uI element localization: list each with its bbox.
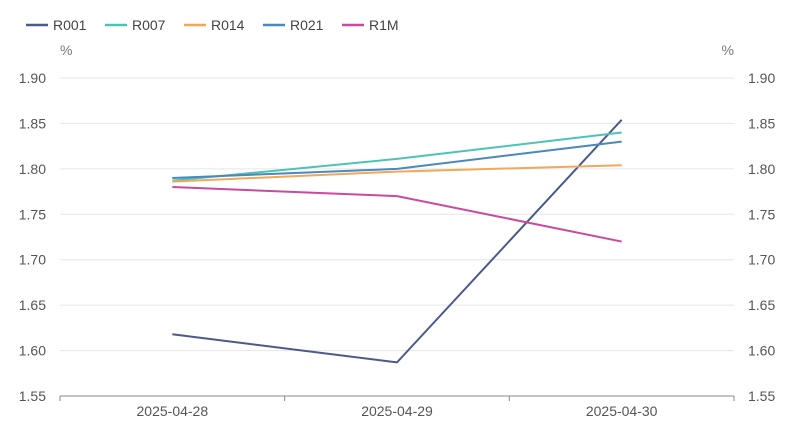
- y-tick-label-right: 1.75: [748, 206, 775, 222]
- legend-label-r014: R014: [211, 17, 245, 33]
- y-tick-label-right: 1.85: [748, 115, 775, 131]
- y-tick-label-left: 1.80: [19, 161, 46, 177]
- legend-label-r001: R001: [53, 17, 87, 33]
- legend-label-r1m: R1M: [369, 17, 399, 33]
- y-tick-label-left: 1.85: [19, 115, 46, 131]
- legend-label-r021: R021: [290, 17, 324, 33]
- y-tick-label-left: 1.60: [19, 343, 46, 359]
- x-tick-label: 2025-04-30: [586, 403, 658, 419]
- x-tick-label: 2025-04-28: [137, 403, 209, 419]
- gridlines: [60, 77, 734, 352]
- y-tick-label-left: 1.65: [19, 297, 46, 313]
- legend-label-r007: R007: [132, 17, 166, 33]
- x-axis: 2025-04-28 2025-04-29 2025-04-30: [59, 395, 735, 419]
- x-tick-label: 2025-04-29: [361, 403, 433, 419]
- y-tick-label-left: 1.70: [19, 252, 46, 268]
- y-axis-left: 1.55 1.60 1.65 1.70 1.75 1.80 1.85 1.90: [19, 70, 46, 404]
- series-line-r001: [172, 119, 623, 364]
- legend: R001 R007 R014 R021 R1M: [26, 17, 399, 33]
- y-tick-label-right: 1.60: [748, 343, 775, 359]
- y-tick-label-right: 1.80: [748, 161, 775, 177]
- y-tick-label-right: 1.65: [748, 297, 775, 313]
- y-axis-right: 1.55 1.60 1.65 1.70 1.75 1.80 1.85 1.90: [748, 70, 775, 404]
- series-line-r007: [172, 131, 622, 182]
- y-tick-label-left: 1.55: [19, 388, 46, 404]
- series-line-r021: [172, 140, 622, 179]
- y-tick-label-right: 1.90: [748, 70, 775, 86]
- series-line-r1m: [172, 186, 622, 243]
- y-tick-label-left: 1.75: [19, 206, 46, 222]
- series-lines: [172, 119, 623, 364]
- y-axis-right-unit: %: [722, 42, 734, 58]
- series-line-r014: [172, 164, 622, 183]
- y-tick-label-right: 1.55: [748, 388, 775, 404]
- y-tick-label-left: 1.90: [19, 70, 46, 86]
- y-axis-left-unit: %: [60, 42, 72, 58]
- y-tick-label-right: 1.70: [748, 252, 775, 268]
